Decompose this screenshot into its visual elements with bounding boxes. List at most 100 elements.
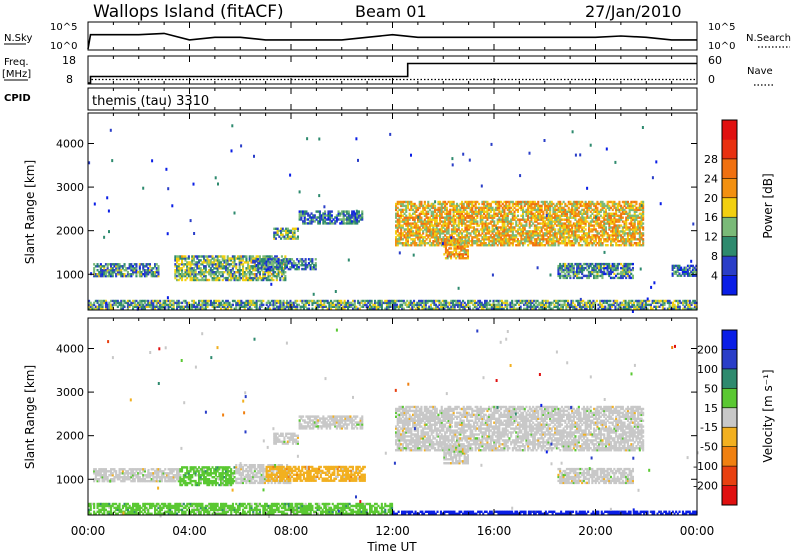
echo-cell	[523, 224, 526, 227]
echo-cell	[321, 299, 324, 303]
echo-cell	[277, 267, 280, 271]
echo-cell	[321, 307, 324, 310]
echo-cell	[209, 273, 212, 276]
echo-cell	[159, 299, 162, 303]
echo-cell	[460, 301, 463, 305]
echo-cell	[462, 222, 465, 225]
echo-cell	[467, 305, 470, 308]
echo-cell	[511, 216, 514, 219]
echo-cell	[427, 216, 430, 219]
echo-cell	[289, 301, 292, 305]
echo-cell	[586, 236, 589, 239]
echo-cell	[453, 253, 456, 256]
echo-cell	[457, 208, 460, 212]
echo-cell	[493, 214, 496, 217]
echo-cell	[557, 274, 560, 278]
echo-cell	[594, 222, 597, 225]
echo-cell	[228, 273, 231, 276]
echo-cell	[258, 276, 261, 280]
echo-cell	[407, 303, 410, 307]
echo-cell	[640, 200, 643, 204]
echo-cell	[594, 228, 597, 231]
echo-cell	[128, 303, 131, 307]
echo-cell	[559, 206, 562, 210]
echo-cell	[638, 202, 641, 206]
echo-cell	[272, 273, 275, 276]
echo-cell	[442, 216, 445, 219]
echo-cell	[452, 226, 455, 229]
echo-cell	[204, 278, 207, 282]
echo-cell	[312, 214, 315, 217]
echo-cell	[428, 305, 431, 308]
echo-cell	[461, 247, 464, 250]
echo-cell	[147, 271, 150, 274]
echo-cell	[191, 271, 194, 274]
echo-cell	[515, 216, 518, 219]
echo-cell	[248, 278, 251, 282]
echo-cell	[631, 274, 634, 278]
echo-cell	[238, 261, 241, 264]
echo-cell	[347, 299, 350, 303]
echo-cell	[606, 202, 609, 206]
echo-cell	[516, 238, 519, 241]
echo-cell	[208, 261, 211, 264]
echo-cell	[601, 232, 604, 235]
echo-cell	[313, 266, 316, 269]
echo-cell	[357, 210, 360, 213]
echo-cell	[469, 216, 472, 219]
echo-cell	[610, 206, 613, 210]
echo-cell	[337, 210, 340, 213]
echo-cell	[584, 228, 587, 231]
echo-cell	[242, 263, 245, 266]
echo-cell	[310, 222, 313, 225]
echo-cell	[396, 230, 399, 233]
echo-cell	[208, 278, 211, 282]
echo-cell	[613, 234, 616, 237]
echo-cell	[201, 271, 204, 274]
echo-cell	[203, 303, 206, 307]
echo-cell	[164, 305, 167, 308]
echo-cell	[290, 229, 293, 232]
echo-cell	[213, 301, 216, 305]
echo-cell	[615, 268, 618, 272]
echo-cell	[501, 206, 504, 210]
echo-cell	[285, 260, 288, 263]
echo-cell	[423, 244, 426, 247]
echo-cell	[145, 299, 148, 303]
echo-cell	[549, 244, 552, 247]
echo-cell	[499, 299, 502, 303]
echo-cell	[405, 236, 408, 239]
echo-cell	[628, 270, 631, 274]
echo-cell	[611, 214, 614, 217]
echo-cell	[302, 307, 305, 310]
echo-cell	[628, 240, 631, 243]
echo-cell	[581, 236, 584, 239]
echo-cell	[437, 208, 440, 212]
echo-cell	[525, 218, 528, 221]
echo-cell	[417, 236, 420, 239]
echo-cell	[324, 222, 327, 225]
echo-cell	[302, 303, 305, 307]
echo-cell	[581, 268, 584, 272]
echo-cell	[401, 244, 404, 247]
echo-cell	[267, 264, 270, 267]
echo-cell	[440, 301, 443, 305]
echo-cell	[186, 269, 189, 272]
echo-cell	[457, 303, 460, 307]
echo-cell	[613, 206, 616, 210]
echo-cell	[630, 202, 633, 206]
echo-cell	[338, 303, 341, 307]
echo-cell	[480, 305, 483, 308]
echo-cell	[270, 262, 273, 265]
echo-cell	[588, 204, 591, 208]
echo-cell	[610, 214, 613, 217]
echo-cell	[226, 263, 229, 266]
echo-cell	[400, 228, 403, 231]
echo-cell	[493, 216, 496, 219]
echo-cell	[267, 276, 270, 280]
echo-cell	[569, 200, 572, 204]
echo-cell	[572, 270, 575, 274]
echo-cell	[557, 222, 560, 225]
echo-cell	[189, 305, 192, 308]
echo-cell	[123, 273, 126, 276]
